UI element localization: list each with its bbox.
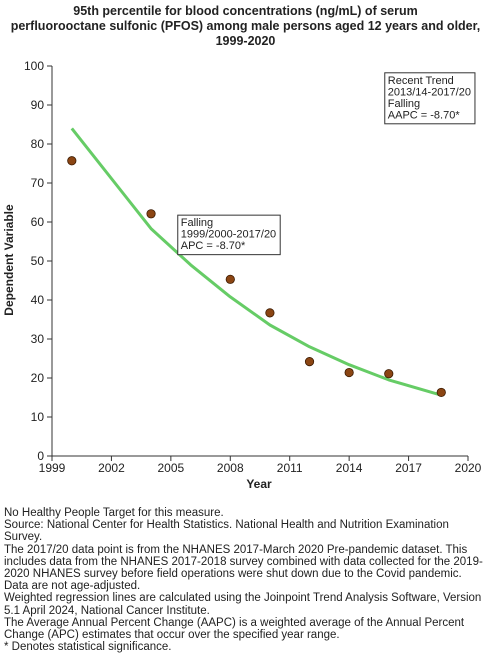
y-tick-label: 60 [31, 215, 45, 229]
annotation-text: APC = -8.70* [181, 240, 246, 252]
annotation-text: Falling [181, 217, 213, 229]
y-tick-label: 10 [31, 410, 45, 424]
x-tick-label: 2014 [336, 461, 363, 475]
annotation-text: Recent Trend [388, 75, 454, 87]
y-tick-label: 90 [31, 98, 45, 112]
footnote: The 2017/20 data point is from the NHANE… [4, 543, 483, 581]
y-tick-label: 80 [31, 137, 45, 151]
data-point[interactable] [146, 209, 156, 219]
footnote: Data are not age-adjusted. [4, 580, 141, 593]
y-axis-label: Dependent Variable [2, 204, 16, 316]
annotation-border [384, 72, 476, 125]
annotation-border [177, 214, 281, 256]
y-tick-label: 40 [31, 293, 45, 307]
y-tick-label: 70 [31, 176, 45, 190]
y-tick-label: 100 [24, 59, 44, 73]
chart-title: 95th percentile for blood concentrations… [0, 4, 491, 49]
data-point[interactable] [304, 357, 315, 367]
x-tick-label: 2020 [455, 461, 482, 475]
footnotes: No Healthy People Target for this measur… [4, 507, 488, 653]
trend-line [70, 127, 442, 397]
chart-area: 0 10 20 30 40 50 60 70 80 90 100 1999 2002 2005 2008 20… [2, 59, 482, 491]
title-line: 95th percentile for blood concentrations… [73, 4, 418, 18]
data-point[interactable] [436, 387, 446, 398]
annotation-text: Falling [388, 98, 420, 110]
data-point[interactable] [384, 369, 394, 379]
title-line: perfluorooctane sulfonic (PFOS) among ma… [10, 19, 481, 33]
footnote: * Denotes statistical significance. [4, 641, 172, 653]
annotation-text: 2013/14-2017/20 [388, 86, 471, 98]
footnote: No Healthy People Target for this measur… [4, 507, 224, 519]
axes: 0 10 20 30 40 50 60 70 80 90 100 1999 2002 2005 2008 20… [24, 59, 482, 475]
x-tick-label: 2002 [98, 461, 125, 475]
footnote: The Average Annual Percent Change (AAPC)… [4, 616, 465, 642]
x-tick-label: 2011 [277, 461, 303, 475]
y-tick-label: 20 [31, 371, 45, 385]
annotation-text: AAPC = -8.70* [388, 109, 461, 121]
data-point[interactable] [344, 367, 354, 378]
trend-line-group [70, 127, 442, 397]
footnote: Weighted regression lines are calculated… [4, 592, 482, 617]
x-tick-label: 2017 [395, 461, 422, 475]
annotation-text: 1999/2000-2017/20 [181, 229, 276, 241]
data-point[interactable] [67, 156, 77, 166]
x-tick-label: 1999 [39, 461, 66, 475]
x-tick-label: 2008 [217, 461, 244, 475]
data-point[interactable] [265, 308, 275, 318]
data-points-group [67, 156, 446, 398]
y-tick-label: 50 [31, 254, 45, 268]
y-tick-label: 30 [31, 332, 45, 346]
x-axis-label: Year [246, 477, 272, 491]
x-tick-label: 2005 [158, 461, 185, 475]
data-point[interactable] [225, 274, 235, 284]
y-tick-label: 0 [37, 449, 44, 463]
footnote: Source: National Center for Health Stati… [4, 519, 449, 544]
title-line: 1999-2020 [215, 34, 276, 48]
